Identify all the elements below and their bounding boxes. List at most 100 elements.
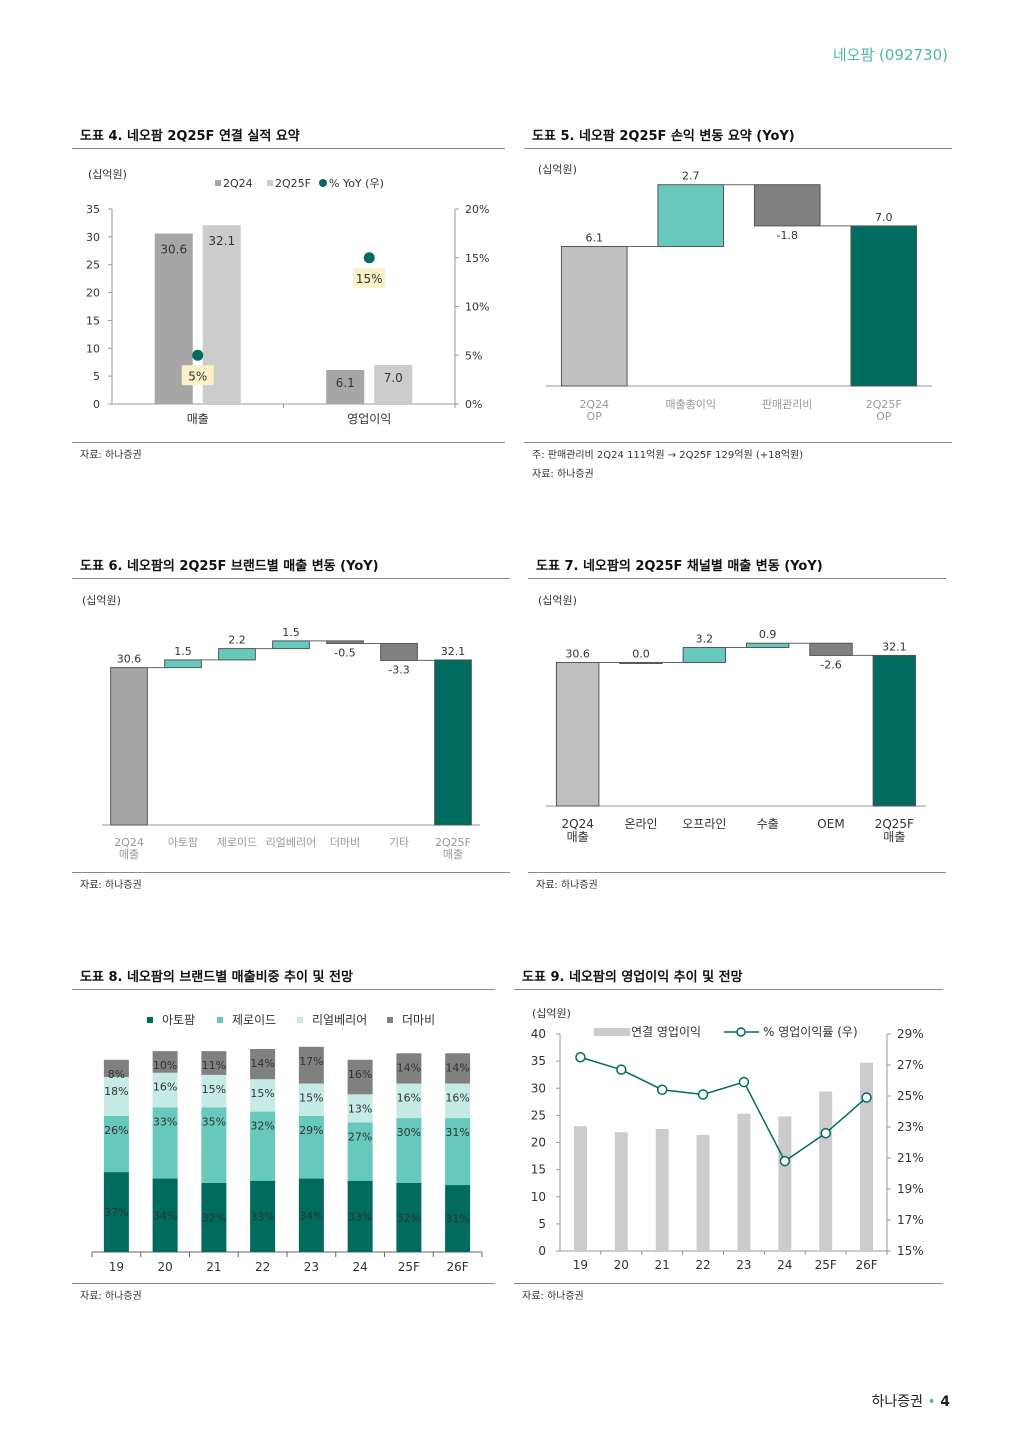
legend-label-bars: 연결 영업이익 <box>631 1025 701 1039</box>
legend-swatch-더마비 <box>387 1017 393 1023</box>
operating-profit-bar <box>696 1134 710 1251</box>
stack-segment-아토팜 <box>347 1180 373 1252</box>
y-tick-label: 35 <box>86 203 100 216</box>
x-category-label: 2Q25F <box>875 817 914 831</box>
y-tick-label: 5 <box>93 370 100 383</box>
x-category-label-2: 매출 <box>443 848 463 861</box>
yoy-label-box <box>181 365 214 386</box>
x-category-label: 기타 <box>389 836 409 849</box>
y2-tick-label: 17% <box>897 1213 924 1227</box>
segment-value-label: 13% <box>348 1102 372 1115</box>
bar-value-label: 0.9 <box>759 628 777 641</box>
x-category-label: 2Q25F <box>866 398 902 411</box>
x-category-label: 아토팜 <box>168 836 198 849</box>
segment-value-label: 32% <box>250 1120 274 1133</box>
x-category-label: 더마비 <box>330 836 360 849</box>
stack-segment-리얼베리어 <box>250 1079 276 1112</box>
stack-segment-더마비 <box>250 1048 276 1080</box>
margin-point <box>697 1089 709 1100</box>
y-tick-label: 5 <box>538 1217 546 1231</box>
operating-profit-bar <box>778 1116 792 1251</box>
waterfall-bar <box>110 667 148 826</box>
segment-value-label: 16% <box>153 1081 177 1094</box>
y-tick-label: 30 <box>531 1081 546 1095</box>
x-category-label: 25F <box>815 1258 837 1272</box>
stack-segment-더마비 <box>298 1046 324 1084</box>
y2-tick-label: 19% <box>897 1182 924 1196</box>
y-tick-label: 30 <box>86 231 100 244</box>
panel-5-source: 자료: 하나증권 <box>532 469 594 480</box>
stack-segment-더마비 <box>201 1051 227 1075</box>
bar-value-label: 1.5 <box>174 645 192 658</box>
segment-value-label: 27% <box>348 1130 372 1143</box>
x-category-label-2: OP <box>587 410 603 423</box>
panel-7-title: 도표 7. 네오팜의 2Q25F 채널별 매출 변동 (YoY) <box>536 559 823 574</box>
page-footer: 하나증권 • 4 <box>872 1391 950 1411</box>
operating-profit-bar <box>614 1132 628 1251</box>
segment-value-label: 32% <box>202 1211 226 1224</box>
stack-segment-제로이드 <box>445 1118 471 1186</box>
stack-segment-제로이드 <box>250 1111 276 1181</box>
segment-value-label: 33% <box>250 1210 274 1223</box>
legend-swatch-아토팜 <box>147 1017 153 1023</box>
chart-9-unit: (십억원) <box>532 1007 571 1020</box>
bar-value-label: 7.0 <box>875 211 893 224</box>
panel-6-title: 도표 6. 네오팜의 2Q25F 브랜드별 매출 변동 (YoY) <box>80 559 379 574</box>
stack-segment-아토팜 <box>445 1185 471 1252</box>
segment-value-label: 33% <box>348 1210 372 1223</box>
y2-tick-label: 23% <box>897 1120 924 1134</box>
y-tick-label: 15 <box>86 314 100 327</box>
y-tick-label: 40 <box>531 1027 546 1041</box>
panel-8-source: 자료: 하나증권 <box>80 1291 142 1302</box>
panel-9-title: 도표 9. 네오팜의 영업이익 추이 및 전망 <box>522 970 743 985</box>
waterfall-bar <box>380 642 418 661</box>
x-category-label: 2Q25F <box>435 836 471 849</box>
chart-4-unit: (십억원) <box>88 168 127 181</box>
x-category-label: OEM <box>817 817 844 831</box>
x-category-label: 매출총이익 <box>665 398 716 411</box>
stack-segment-더마비 <box>396 1053 422 1084</box>
segment-value-label: 31% <box>445 1126 469 1139</box>
waterfall-bar <box>809 642 853 656</box>
legend-label-2Q24: 2Q24 <box>223 177 253 190</box>
waterfall-bar <box>619 661 663 664</box>
x-category-label: 매출 <box>187 412 209 426</box>
y2-tick-label: 10% <box>465 301 489 314</box>
segment-value-label: 14% <box>397 1061 421 1074</box>
stack-segment-제로이드 <box>396 1118 422 1183</box>
segment-value-label: 35% <box>202 1115 226 1128</box>
stack-segment-리얼베리어 <box>298 1083 324 1116</box>
stack-segment-아토팜 <box>201 1182 227 1252</box>
x-category-label: 온라인 <box>624 817 657 831</box>
segment-value-label: 32% <box>397 1211 421 1224</box>
y2-tick-label: 0% <box>465 398 482 411</box>
stack-segment-리얼베리어 <box>152 1072 178 1108</box>
segment-value-label: 31% <box>445 1213 469 1226</box>
bar-value-label: 2.7 <box>682 170 700 183</box>
bar-value-label: 6.1 <box>586 231 604 244</box>
y2-tick-label: 15% <box>465 252 489 265</box>
legend-swatch-bars <box>594 1028 630 1036</box>
y-tick-label: 15 <box>531 1163 546 1177</box>
stack-segment-더마비 <box>347 1059 373 1095</box>
legend-swatch-2Q24 <box>215 180 221 186</box>
bar-value-label: 32.1 <box>882 640 907 653</box>
bar-value-label: -0.5 <box>334 646 355 659</box>
x-category-label: 24 <box>777 1258 792 1272</box>
panel-8: 도표 8. 네오팜의 브랜드별 매출비중 추이 및 전망 아토팜 제로이드 리얼베리… <box>72 966 495 1306</box>
stack-segment-아토팜 <box>152 1178 178 1252</box>
segment-value-label: 34% <box>153 1209 177 1222</box>
segment-value-label: 37% <box>104 1206 128 1219</box>
page-number: 4 <box>940 1394 950 1410</box>
chart-9: (십억원) 연결 영업이익 % 영업이익률 (우) 0 5 10 15 20 25 30 35 40… <box>531 1007 924 1272</box>
bar-value-label: -2.6 <box>820 658 841 671</box>
chart-5-unit: (십억원) <box>538 163 577 176</box>
x-category-label: 2Q24 <box>114 836 144 849</box>
segment-value-label: 17% <box>299 1055 323 1068</box>
x-category-label: 오프라인 <box>682 817 726 831</box>
legend-label-2Q25F: 2Q25F <box>275 177 311 190</box>
stack-segment-아토팜 <box>396 1182 422 1252</box>
margin-point <box>738 1076 750 1088</box>
x-category-label: 22 <box>255 1260 270 1274</box>
panel-4-source: 자료: 하나증권 <box>80 450 142 461</box>
